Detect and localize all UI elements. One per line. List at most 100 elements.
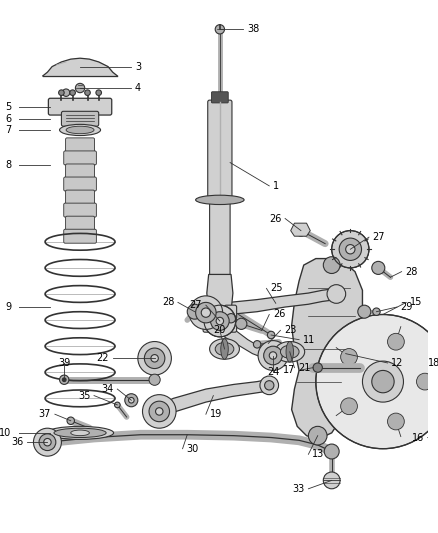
FancyBboxPatch shape <box>64 177 96 191</box>
Polygon shape <box>159 379 269 419</box>
Text: 20: 20 <box>214 325 226 335</box>
Text: 30: 30 <box>186 443 198 454</box>
Text: 21: 21 <box>298 362 311 373</box>
Text: 18: 18 <box>427 358 438 368</box>
Circle shape <box>204 313 213 323</box>
FancyBboxPatch shape <box>64 229 96 243</box>
Circle shape <box>211 312 229 330</box>
FancyBboxPatch shape <box>64 151 96 165</box>
Ellipse shape <box>275 342 305 362</box>
Circle shape <box>254 341 261 348</box>
Circle shape <box>358 305 371 318</box>
Circle shape <box>295 225 307 236</box>
Circle shape <box>417 373 433 390</box>
Circle shape <box>323 472 340 489</box>
FancyBboxPatch shape <box>66 190 95 204</box>
Ellipse shape <box>221 339 228 359</box>
Circle shape <box>196 302 216 323</box>
FancyBboxPatch shape <box>203 305 215 332</box>
Circle shape <box>149 401 170 422</box>
Circle shape <box>62 89 70 96</box>
Circle shape <box>145 348 165 368</box>
Circle shape <box>67 417 74 424</box>
Circle shape <box>267 332 275 339</box>
Circle shape <box>215 25 225 34</box>
Circle shape <box>96 90 102 95</box>
Circle shape <box>372 370 394 393</box>
Circle shape <box>201 308 211 317</box>
Text: 15: 15 <box>410 297 422 308</box>
Circle shape <box>332 231 369 268</box>
Ellipse shape <box>54 428 106 438</box>
Circle shape <box>70 90 75 95</box>
Circle shape <box>265 381 274 390</box>
Text: 3: 3 <box>135 62 141 71</box>
Text: 8: 8 <box>5 160 11 171</box>
Ellipse shape <box>280 345 299 358</box>
Circle shape <box>313 363 322 372</box>
Circle shape <box>260 376 279 394</box>
Ellipse shape <box>60 124 101 135</box>
Circle shape <box>316 314 438 449</box>
Circle shape <box>142 394 176 428</box>
Circle shape <box>39 434 56 450</box>
Text: 27: 27 <box>190 300 202 310</box>
Circle shape <box>236 318 247 329</box>
Text: 22: 22 <box>96 353 109 364</box>
Ellipse shape <box>196 195 244 205</box>
Circle shape <box>189 296 223 329</box>
Circle shape <box>436 435 438 444</box>
Circle shape <box>323 257 340 273</box>
Circle shape <box>59 90 64 95</box>
Circle shape <box>128 398 134 403</box>
Text: 1: 1 <box>273 181 279 191</box>
Ellipse shape <box>210 339 240 359</box>
Circle shape <box>363 361 403 402</box>
Text: 6: 6 <box>5 114 11 124</box>
Text: 10: 10 <box>0 428 11 438</box>
Circle shape <box>341 349 357 365</box>
Circle shape <box>339 238 361 261</box>
FancyBboxPatch shape <box>225 305 237 332</box>
FancyBboxPatch shape <box>66 216 95 230</box>
Circle shape <box>138 342 171 375</box>
Circle shape <box>151 354 159 362</box>
Circle shape <box>75 83 85 93</box>
Circle shape <box>187 304 202 319</box>
Circle shape <box>436 425 438 435</box>
Polygon shape <box>291 223 310 236</box>
Text: 24: 24 <box>267 367 279 377</box>
Text: 36: 36 <box>11 437 23 447</box>
Text: 25: 25 <box>270 284 283 293</box>
Circle shape <box>372 261 385 274</box>
Text: 7: 7 <box>5 125 11 135</box>
Circle shape <box>85 90 90 95</box>
Circle shape <box>373 308 380 316</box>
FancyBboxPatch shape <box>64 203 96 217</box>
Text: 12: 12 <box>391 358 404 368</box>
Text: 17: 17 <box>283 366 295 375</box>
Circle shape <box>149 374 160 385</box>
Circle shape <box>264 346 283 365</box>
Circle shape <box>115 402 120 408</box>
Text: 29: 29 <box>401 302 413 312</box>
FancyBboxPatch shape <box>208 100 232 201</box>
Text: 26: 26 <box>269 214 281 223</box>
Circle shape <box>226 313 236 323</box>
Text: 35: 35 <box>78 391 90 401</box>
Text: 23: 23 <box>284 325 297 335</box>
Circle shape <box>204 305 236 337</box>
Ellipse shape <box>215 343 234 356</box>
Circle shape <box>44 439 51 446</box>
FancyBboxPatch shape <box>212 92 228 103</box>
Circle shape <box>62 378 66 382</box>
Ellipse shape <box>46 426 113 439</box>
Circle shape <box>33 428 61 456</box>
Text: 11: 11 <box>303 335 315 345</box>
Text: 9: 9 <box>5 302 11 312</box>
Text: 16: 16 <box>412 432 424 442</box>
Circle shape <box>341 398 357 415</box>
Text: 34: 34 <box>101 384 113 394</box>
Text: 38: 38 <box>247 25 259 34</box>
Circle shape <box>324 444 339 459</box>
